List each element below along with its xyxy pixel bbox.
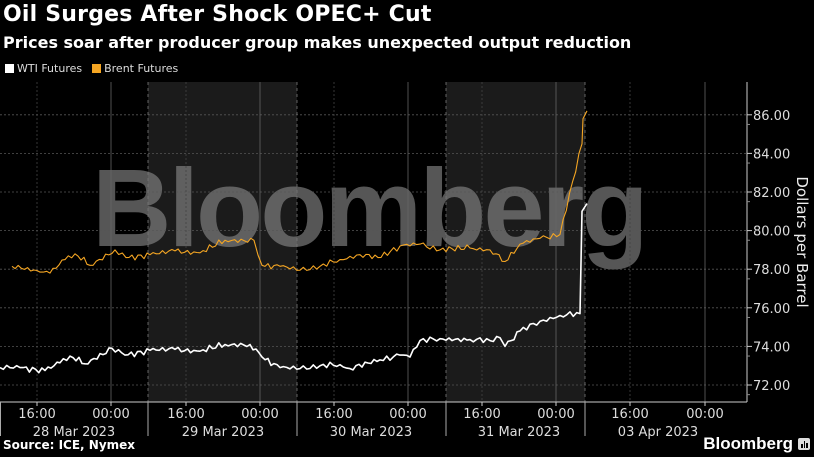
legend-label-brent: Brent Futures (104, 62, 179, 75)
x-tick-label: 00:00 (537, 407, 574, 422)
y-tick-label: 84.00 (753, 147, 790, 162)
axes: 72.00 74.00 76.00 78.00 80.00 82.00 84.00 86.00… (0, 82, 811, 440)
x-tick-label: 00:00 (389, 407, 426, 422)
brent-futures-line (11, 110, 588, 274)
chart-subtitle: Prices soar after producer group makes u… (3, 33, 632, 52)
chart-title: Oil Surges After Shock OPEC+ Cut (3, 2, 432, 27)
legend-item-wti[interactable]: WTI Futures (5, 62, 82, 75)
x-tick-label: 00:00 (686, 407, 723, 422)
wti-futures-line (0, 203, 588, 374)
y-tick-label: 86.00 (753, 109, 790, 124)
y-tick-label: 76.00 (753, 302, 790, 317)
x-day-label: 30 Mar 2023 (330, 425, 412, 440)
brand-text: Bloomberg (703, 434, 793, 453)
x-tick-label: 16:00 (463, 407, 500, 422)
x-day-label: 31 Mar 2023 (478, 425, 560, 440)
y-tick-label: 82.00 (753, 186, 790, 201)
legend-item-brent[interactable]: Brent Futures (92, 62, 178, 75)
x-tick-label: 16:00 (611, 407, 648, 422)
y-axis-title: Dollars per Barrel (793, 176, 811, 307)
source-note: Source: ICE, Nymex (3, 438, 136, 452)
y-tick-label: 74.00 (753, 340, 790, 355)
day-band (297, 82, 446, 402)
day-band (446, 82, 585, 402)
legend-label-wti: WTI Futures (17, 62, 83, 75)
series-lines (0, 110, 588, 374)
day-band (585, 82, 747, 402)
legend: WTI Futures Brent Futures (5, 62, 178, 75)
day-band (0, 82, 148, 402)
x-day-label: 28 Mar 2023 (33, 425, 115, 440)
x-day-label: 03 Apr 2023 (618, 425, 698, 440)
x-tick-label: 00:00 (241, 407, 278, 422)
x-tick-label: 16:00 (18, 407, 55, 422)
y-tick-label: 78.00 (753, 263, 790, 278)
chart-bars-icon (798, 438, 810, 450)
bloomberg-logo: Bloomberg (703, 434, 810, 454)
x-tick-label: 16:00 (315, 407, 352, 422)
y-tick-label: 80.00 (753, 225, 790, 240)
wti-swatch-icon (5, 64, 14, 73)
svg-text:Bloomberg: Bloomberg (92, 147, 646, 270)
x-tick-label: 00:00 (92, 407, 129, 422)
y-tick-label: 72.00 (753, 379, 790, 394)
brent-swatch-icon (92, 64, 102, 73)
watermark: Bloomberg (92, 147, 649, 270)
x-tick-label: 16:00 (167, 407, 204, 422)
x-day-label: 29 Mar 2023 (182, 425, 264, 440)
